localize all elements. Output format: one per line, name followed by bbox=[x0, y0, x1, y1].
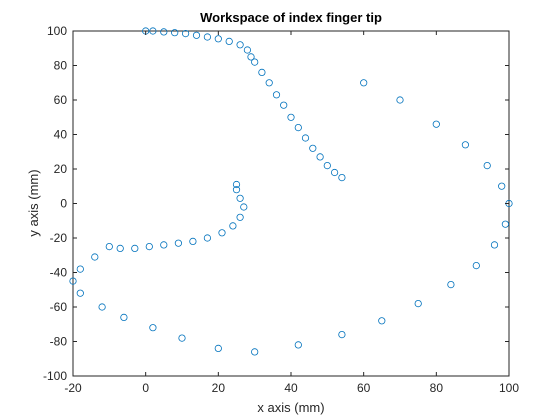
scatter-point bbox=[145, 243, 153, 251]
scatter-point bbox=[247, 53, 255, 61]
scatter-point bbox=[178, 334, 186, 342]
x-tick-label: 0 bbox=[142, 381, 149, 395]
y-tick-label: -60 bbox=[50, 300, 68, 314]
x-axis-label: x axis (mm) bbox=[257, 400, 324, 415]
scatter-point bbox=[414, 299, 422, 308]
scatter-point bbox=[120, 313, 128, 321]
scatter-point bbox=[236, 41, 244, 49]
scatter-point bbox=[316, 153, 324, 161]
y-tick-label: -100 bbox=[43, 369, 67, 383]
scatter-point bbox=[98, 303, 106, 311]
y-tick-label: 40 bbox=[54, 128, 68, 142]
scatter-point bbox=[294, 124, 302, 132]
x-tick-label: 80 bbox=[430, 381, 444, 395]
plot-area bbox=[72, 30, 510, 377]
x-tick-label: 100 bbox=[499, 381, 519, 395]
y-tick-label: 80 bbox=[54, 59, 68, 73]
scatter-point bbox=[203, 33, 211, 41]
scatter-point bbox=[232, 180, 241, 189]
scatter-point bbox=[301, 134, 310, 142]
scatter-point bbox=[236, 194, 244, 202]
scatter-point bbox=[214, 35, 222, 43]
scatter-point bbox=[490, 241, 499, 249]
scatter-point bbox=[251, 348, 259, 356]
scatter-point bbox=[76, 265, 84, 273]
scatter-point bbox=[203, 234, 211, 242]
scatter-point bbox=[501, 220, 509, 228]
x-tick-label: 60 bbox=[357, 381, 371, 395]
scatter-point bbox=[174, 239, 182, 247]
scatter-point bbox=[105, 243, 113, 251]
scatter-point bbox=[160, 241, 168, 249]
y-tick-label: -40 bbox=[50, 266, 68, 280]
scatter-point bbox=[338, 330, 346, 339]
scatter-point bbox=[338, 174, 346, 182]
scatter-point bbox=[258, 68, 266, 77]
scatter-point bbox=[182, 29, 190, 38]
x-tick-label: 20 bbox=[212, 381, 226, 395]
scatter-point bbox=[483, 162, 491, 170]
scatter-point bbox=[272, 91, 281, 99]
scatter-point bbox=[360, 79, 368, 87]
y-tick-label: 0 bbox=[60, 197, 67, 211]
scatter-point bbox=[189, 237, 197, 245]
y-axis-label: y axis (mm) bbox=[26, 169, 41, 236]
scatter-points bbox=[69, 27, 513, 356]
scatter-point bbox=[229, 222, 237, 230]
scatter-point bbox=[294, 341, 302, 349]
axis-ticks: -20 0 20 40 60 80 100 -100 -80 -60 -40 -20 0 20 40 60 80… bbox=[43, 24, 519, 395]
scatter-point bbox=[461, 141, 469, 149]
scatter-point bbox=[192, 31, 201, 39]
scatter-point bbox=[265, 79, 273, 87]
scatter-point bbox=[116, 244, 124, 252]
scatter-point bbox=[432, 120, 440, 128]
scatter-point bbox=[91, 253, 99, 261]
scatter-point bbox=[149, 324, 157, 332]
scatter-point bbox=[218, 229, 226, 237]
scatter-point bbox=[498, 182, 506, 190]
y-tick-label: 100 bbox=[47, 24, 67, 38]
scatter-point bbox=[280, 101, 288, 109]
scatter-point bbox=[76, 289, 84, 297]
scatter-point bbox=[232, 186, 241, 194]
scatter-point bbox=[447, 280, 455, 289]
y-tick-label: -80 bbox=[50, 335, 68, 349]
x-tick-label: -20 bbox=[64, 381, 82, 395]
scatter-point bbox=[149, 27, 157, 35]
scatter-point bbox=[251, 58, 259, 66]
scatter-point bbox=[225, 37, 233, 46]
scatter-point bbox=[472, 261, 480, 270]
y-tick-label: 60 bbox=[54, 93, 68, 107]
y-tick-label: 20 bbox=[54, 162, 68, 176]
scatter-point bbox=[330, 168, 339, 177]
scatter-point bbox=[214, 344, 222, 352]
y-tick-label: -20 bbox=[50, 231, 68, 245]
scatter-point bbox=[287, 113, 295, 121]
scatter-point bbox=[236, 213, 244, 221]
chart-title: Workspace of index finger tip bbox=[200, 10, 382, 25]
scatter-point bbox=[396, 96, 404, 104]
x-tick-label: 40 bbox=[284, 381, 298, 395]
scatter-point bbox=[171, 29, 179, 37]
scatter-point bbox=[240, 203, 248, 211]
scatter-point bbox=[160, 28, 168, 36]
scatter-point bbox=[378, 317, 386, 325]
scatter-point bbox=[243, 46, 251, 54]
scatter-point bbox=[131, 244, 139, 252]
scatter-point bbox=[69, 277, 77, 285]
scatter-point bbox=[323, 162, 331, 170]
scatter-point bbox=[309, 144, 317, 152]
